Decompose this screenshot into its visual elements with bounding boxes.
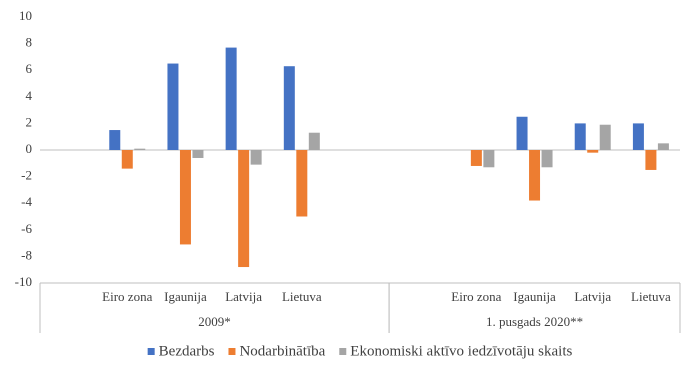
legend-item: Nodarbinātība	[228, 343, 326, 359]
x-tick-label: Lietuva	[282, 289, 322, 304]
x-tick-label: Eiro zona	[102, 289, 152, 304]
x-tick-label: Igaunija	[164, 289, 207, 304]
bar	[192, 150, 204, 158]
bar	[134, 148, 146, 150]
bar	[470, 150, 482, 166]
legend-label: Bezdarbs	[159, 343, 215, 359]
bar	[657, 143, 669, 150]
y-tick-label: -8	[21, 247, 32, 262]
bar	[238, 150, 250, 268]
group-label: 2009*	[198, 314, 231, 329]
y-tick-label: -4	[21, 194, 32, 209]
bar	[599, 124, 611, 150]
bar	[296, 150, 308, 217]
bar	[645, 150, 657, 170]
bar	[483, 150, 495, 168]
y-tick-label: -6	[21, 221, 32, 236]
bar	[632, 123, 644, 150]
legend-swatch	[147, 348, 155, 355]
bar	[308, 132, 320, 150]
bar	[283, 66, 295, 150]
bar	[587, 150, 599, 153]
y-tick-label: -2	[21, 168, 32, 183]
y-tick-label: -10	[15, 274, 32, 289]
x-tick-label: Latvija	[225, 289, 262, 304]
y-tick-label: 0	[26, 141, 33, 156]
x-tick-label: Lietuva	[631, 289, 671, 304]
bar	[529, 150, 541, 201]
bar	[179, 150, 191, 245]
bar	[121, 150, 133, 169]
group-label: 1. pusgads 2020**	[486, 314, 583, 329]
legend-item: Bezdarbs	[147, 343, 215, 359]
legend-label: Nodarbinātība	[239, 343, 325, 359]
legend-swatch	[228, 348, 236, 355]
bar	[225, 47, 237, 151]
bar	[167, 63, 179, 150]
legend-item: Ekonomiski aktīvo iedzīvotāju skaits	[339, 343, 572, 359]
x-tick-label: Latvija	[574, 289, 611, 304]
bar	[250, 150, 262, 165]
y-tick-label: 6	[26, 61, 33, 76]
legend-swatch	[339, 348, 347, 355]
y-tick-label: 4	[26, 88, 33, 103]
bar	[574, 123, 586, 150]
y-tick-label: 8	[26, 35, 33, 50]
bar	[109, 130, 121, 150]
bar	[516, 116, 528, 150]
x-tick-label: Eiro zona	[451, 289, 501, 304]
y-tick-label: 10	[19, 8, 32, 23]
legend-label: Ekonomiski aktīvo iedzīvotāju skaits	[350, 343, 572, 359]
x-tick-label: Igaunija	[513, 289, 556, 304]
y-tick-label: 2	[26, 114, 33, 129]
bar	[541, 150, 553, 168]
